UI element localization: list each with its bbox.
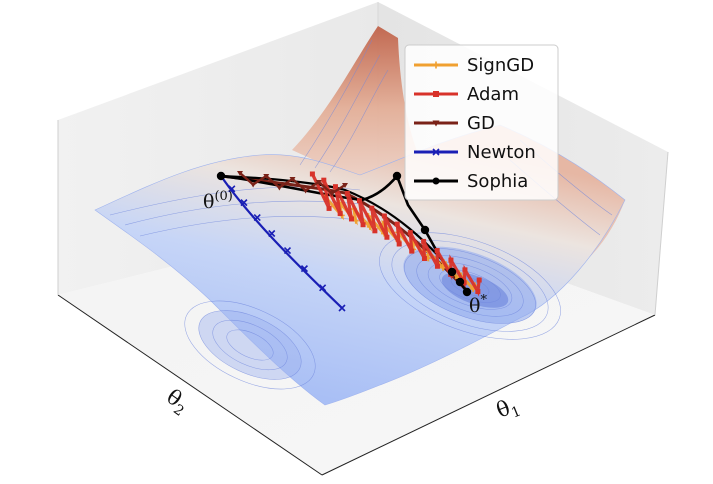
adam-point: [421, 256, 427, 262]
box-edge: [57, 294, 323, 476]
adam-point: [421, 238, 427, 244]
series-line-sophia-lower: [220, 174, 469, 293]
legend-label-newton: Newton: [467, 142, 536, 163]
optimum-annotation: θ*: [469, 293, 487, 317]
adam-point: [476, 277, 482, 283]
adam-point: [407, 230, 413, 236]
signgd-point: [439, 264, 446, 271]
legend-marker-newton: [432, 148, 440, 156]
axis-label-theta1: θ1: [493, 392, 523, 426]
legend-label-gd: GD: [467, 113, 495, 134]
newton-point: [240, 199, 248, 207]
legend-item-adam: Adam: [414, 84, 519, 105]
gd-point: [276, 185, 283, 191]
adam-point: [309, 171, 315, 177]
sophia-point: [455, 277, 465, 287]
adam-point: [434, 248, 440, 254]
adam-point: [461, 280, 467, 286]
adam-point: [332, 184, 338, 190]
adam-point: [409, 248, 415, 254]
gd-point: [237, 171, 243, 176]
box-edge: [321, 314, 656, 476]
legend-item-sophia: Sophia: [414, 171, 528, 192]
newton-point: [253, 213, 261, 222]
trajectories: [216, 171, 482, 312]
newton-point: [319, 284, 327, 292]
adam-point: [475, 289, 481, 295]
legend-marker-adam: [433, 91, 439, 97]
gd-point: [289, 177, 296, 182]
adam-point: [396, 241, 402, 247]
legend-item-signgd: SignGD: [414, 55, 534, 76]
sophia-point: [462, 287, 472, 297]
sophia-point: [216, 171, 226, 181]
adam-point: [372, 228, 378, 234]
start-annotation: θ(0): [203, 189, 233, 213]
adam-point: [434, 263, 440, 269]
adam-point: [348, 216, 354, 222]
newton-point: [283, 246, 292, 255]
legend-item-newton: Newton: [414, 142, 536, 163]
legend-item-gd: GD: [414, 113, 495, 134]
adam-point: [448, 257, 454, 263]
legend-box: [404, 44, 559, 201]
surface-ridge: [292, 26, 440, 190]
adam-point: [356, 198, 362, 204]
legend-marker-signgd: [432, 61, 440, 69]
adam-point: [369, 205, 375, 211]
surface-basin: [198, 310, 302, 380]
box-edge: [654, 151, 669, 316]
newton-point: [228, 185, 236, 193]
gd-point: [250, 182, 257, 188]
legend-label-adam: Adam: [467, 84, 519, 105]
adam-point: [462, 267, 468, 273]
newton-point: [338, 304, 346, 312]
newton-point: [300, 265, 309, 273]
gd-point: [263, 174, 270, 179]
gd-point: [302, 188, 309, 194]
adam-point: [321, 177, 327, 183]
adam-point: [394, 221, 400, 227]
legend-items: SignGD Adam GD Newton Sophia: [414, 55, 536, 192]
sophia-point: [392, 171, 402, 181]
sophia-point: [447, 267, 457, 277]
axis-label-theta2: θ2: [160, 384, 194, 419]
gd-point: [328, 191, 335, 197]
newton-point: [268, 229, 276, 238]
legend-label-signgd: SignGD: [467, 55, 534, 76]
legend-marker-gd: [432, 120, 440, 127]
sophia-point: [420, 225, 430, 235]
legend-label-sophia: Sophia: [467, 171, 528, 192]
legend-marker-sophia: [432, 177, 440, 185]
gd-point: [315, 180, 322, 185]
gd-point: [342, 183, 348, 188]
adam-point: [381, 213, 387, 219]
adam-point: [360, 222, 366, 228]
adam-point: [337, 211, 343, 217]
adam-point: [384, 234, 390, 240]
adam-point: [326, 205, 332, 211]
legend: SignGD Adam GD Newton Sophia: [404, 44, 559, 201]
adam-point: [344, 190, 350, 196]
